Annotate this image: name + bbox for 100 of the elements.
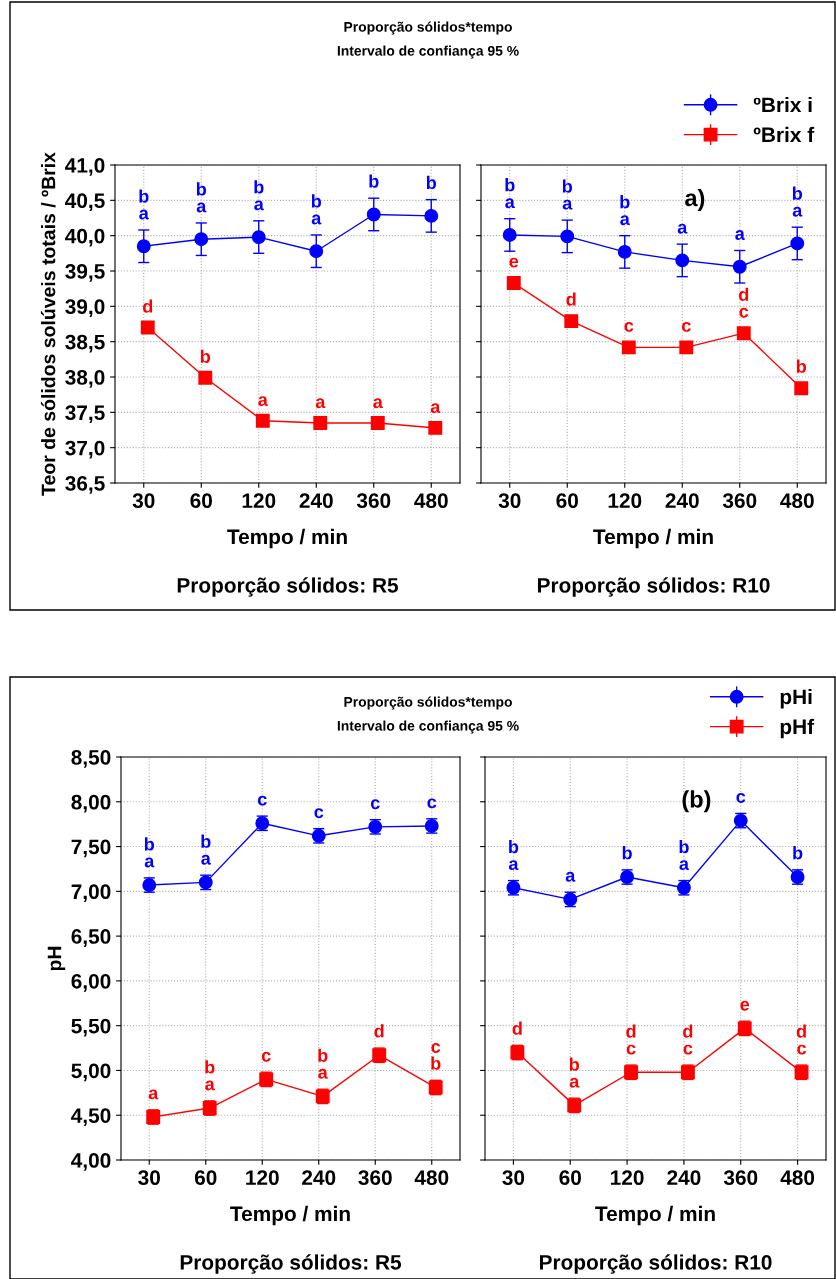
y-tick-label: 37,5 xyxy=(65,405,105,424)
data-label: b a xyxy=(139,189,149,220)
y-tick-label: 39,0 xyxy=(65,299,105,318)
data-label: b a xyxy=(196,182,207,213)
data-label: c b xyxy=(431,1043,441,1070)
y-axis-title: Teor de sólidos solúveis totais / ºBrix xyxy=(40,152,56,496)
text: Proporção sólidos: R10 xyxy=(539,1254,772,1274)
data-label: b a xyxy=(562,179,573,210)
x-tick-label: 30 xyxy=(502,1170,525,1186)
chart-title: Proporção sólidos*tempo xyxy=(344,696,512,710)
data-label: c xyxy=(681,321,691,332)
x-tick-label: 480 xyxy=(414,493,448,509)
data-label: c xyxy=(736,793,746,803)
y-tick-label: 4,50 xyxy=(71,1108,111,1126)
legend-label: pHf xyxy=(780,718,815,739)
x-tick-label: 480 xyxy=(414,1170,449,1186)
x-axis-title: Tempo / min xyxy=(595,1205,715,1226)
annotation: a) xyxy=(685,188,705,211)
x-tick-label: 240 xyxy=(302,1170,336,1186)
data-label: b xyxy=(622,846,632,860)
data-label: a xyxy=(315,398,326,409)
data-label: c xyxy=(314,808,324,819)
y-tick-label: 7,00 xyxy=(71,884,111,903)
x-tick-label: 30 xyxy=(138,1170,160,1186)
data-label: c xyxy=(624,321,634,332)
x-tick-label: 480 xyxy=(780,1170,815,1186)
y-axis-title: pH xyxy=(47,946,66,971)
data-label: d xyxy=(374,1024,384,1038)
y-tick-label: 7,50 xyxy=(71,839,111,858)
x-tick-label: 30 xyxy=(498,493,521,509)
data-label: c xyxy=(427,798,437,809)
x-tick-label: 360 xyxy=(722,493,757,509)
x-tick-label: 60 xyxy=(559,1170,581,1186)
data-label: c xyxy=(370,799,380,810)
x-axis-title: Tempo / min xyxy=(593,528,713,549)
x-tick-label: 30 xyxy=(132,493,155,509)
legend-label: ºBrix i xyxy=(753,96,812,113)
x-tick-label: 240 xyxy=(299,493,333,509)
data-label: a xyxy=(430,403,441,414)
data-label: b a xyxy=(620,195,630,226)
data-label: a xyxy=(148,1089,159,1100)
x-tick-label: 360 xyxy=(358,1170,392,1186)
y-tick-label: 6,00 xyxy=(71,973,111,992)
legend-label: ºBrix f xyxy=(753,126,815,142)
data-label: e xyxy=(509,257,519,268)
data-label: b a xyxy=(254,180,264,211)
data-label: b xyxy=(369,174,379,188)
data-label: b xyxy=(796,359,807,373)
data-label: c xyxy=(257,795,267,806)
x-tick-label: 480 xyxy=(780,493,814,509)
y-tick-label: 38,5 xyxy=(65,334,105,353)
y-tick-label: 38,0 xyxy=(65,370,105,388)
y-tick-label: 39,5 xyxy=(65,264,105,282)
y-tick-label: 40,0 xyxy=(65,228,105,247)
x-tick-label: 60 xyxy=(194,1170,217,1186)
data-label: b a xyxy=(569,1057,580,1088)
y-tick-label: 8,50 xyxy=(71,750,111,768)
data-label: d c xyxy=(739,287,749,318)
data-label: e xyxy=(740,1000,750,1011)
y-tick-label: 6,50 xyxy=(71,929,111,947)
x-tick-label: 240 xyxy=(667,1170,701,1186)
data-label: b a xyxy=(505,178,515,209)
x-axis-title: Tempo / min xyxy=(230,1205,350,1226)
data-label: d xyxy=(566,292,576,306)
x-axis-title: Tempo / min xyxy=(227,528,347,549)
chart-subtitle: Intervalo de confiança 95 % xyxy=(337,720,519,734)
data-label: b a xyxy=(792,186,803,217)
data-label: b xyxy=(426,175,437,190)
y-tick-label: 36,5 xyxy=(65,476,105,494)
x-tick-label: 240 xyxy=(665,493,699,509)
text: Proporção sólidos: R5 xyxy=(180,1254,402,1274)
x-tick-label: 120 xyxy=(242,493,276,509)
data-label: a xyxy=(565,871,576,882)
y-tick-label: 37,0 xyxy=(65,440,105,459)
x-tick-label: 360 xyxy=(723,1170,758,1186)
y-tick-label: 41,0 xyxy=(65,158,105,176)
data-label: b a xyxy=(201,834,211,865)
data-label: c xyxy=(261,1051,271,1062)
data-label: d c xyxy=(796,1024,807,1055)
data-label: a xyxy=(373,398,383,409)
chart-subtitle: Intervalo de confiança 95 % xyxy=(337,45,519,59)
x-tick-label: 120 xyxy=(246,1170,279,1186)
data-label: d xyxy=(143,299,153,313)
y-tick-label: 8,00 xyxy=(71,794,111,813)
data-label: d c xyxy=(626,1024,636,1055)
text: Proporção sólidos: R10 xyxy=(537,577,770,597)
x-tick-label: 60 xyxy=(556,493,578,509)
data-label: a xyxy=(258,396,268,407)
x-tick-label: 120 xyxy=(611,1170,644,1186)
text: Proporção sólidos: R5 xyxy=(177,577,399,597)
legend-label: pHi xyxy=(780,688,812,709)
data-label: a xyxy=(677,223,688,234)
data-label: b xyxy=(200,349,211,363)
chart-title: Proporção sólidos*tempo xyxy=(344,21,512,35)
x-tick-label: 120 xyxy=(608,493,642,509)
data-label: d c xyxy=(683,1024,693,1055)
y-tick-label: 5,00 xyxy=(71,1063,111,1082)
data-label: b a xyxy=(318,1048,328,1079)
data-label: b a xyxy=(144,837,155,868)
data-label: b xyxy=(793,846,803,860)
